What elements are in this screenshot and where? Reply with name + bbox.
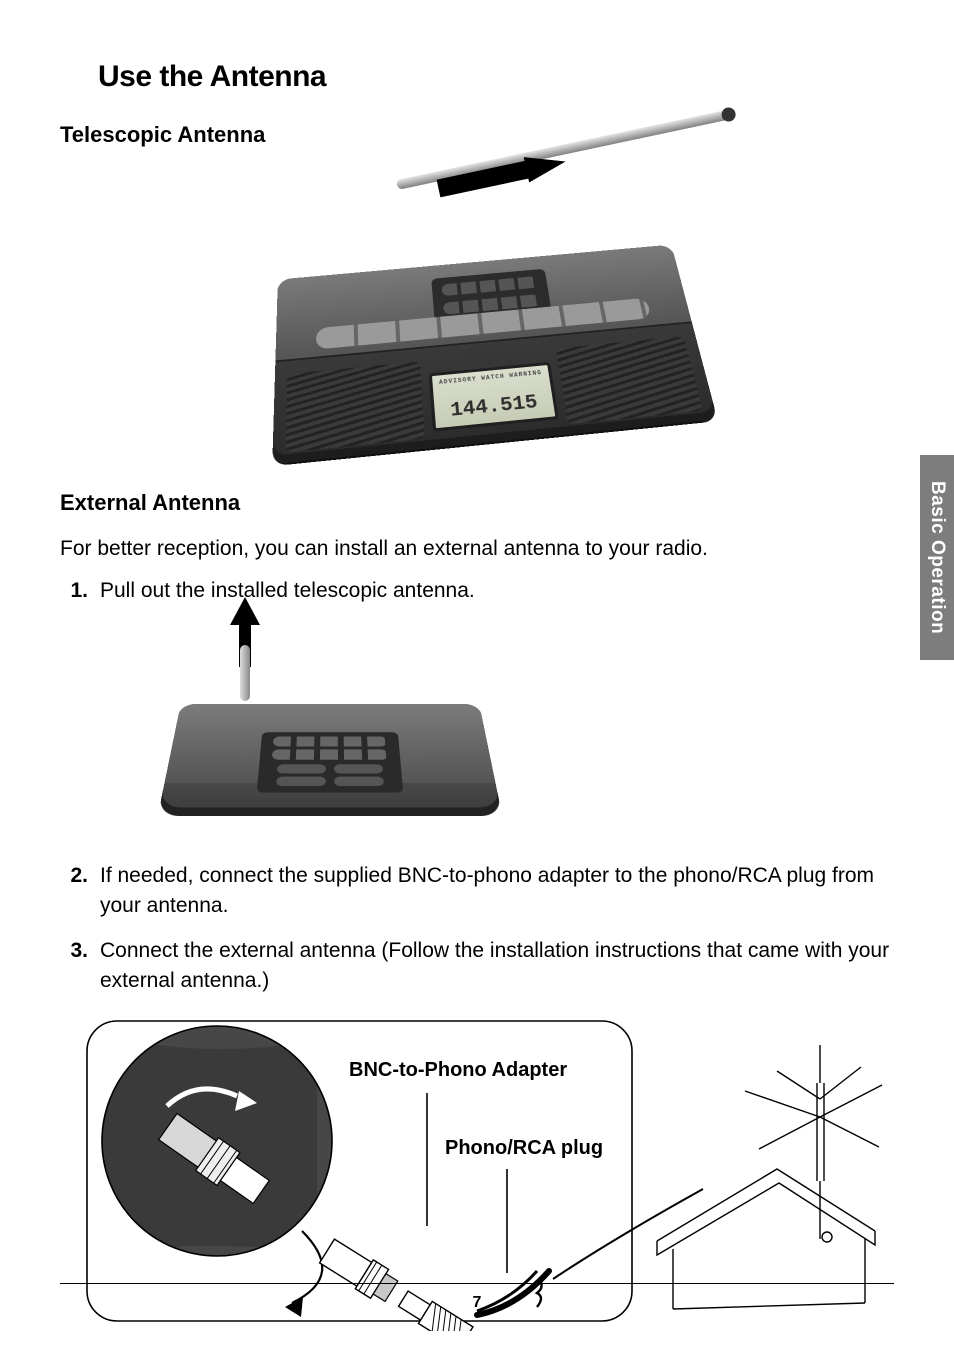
section-external: External Antenna For better reception, y…: [60, 490, 894, 1331]
step-text: Pull out the installed telescopic antenn…: [100, 576, 894, 606]
step-number: 1.: [60, 576, 100, 606]
keypad-panel-icon: [257, 732, 404, 792]
lcd-value: 144.515: [449, 392, 539, 423]
label-bnc-adapter: BNC-to-Phono Adapter: [349, 1059, 567, 1082]
section-tab: Basic Operation: [920, 455, 954, 660]
figure-pullout: [60, 621, 894, 841]
page-footer: 7: [60, 1283, 894, 1312]
steps-list: 1. Pull out the installed telescopic ant…: [60, 576, 894, 606]
lcd-top-labels: ADVISORY WATCH WARNING: [432, 369, 549, 387]
steps-list-cont: 2. If needed, connect the supplied BNC-t…: [60, 861, 894, 997]
step-number: 2.: [60, 861, 100, 891]
step-1: 1. Pull out the installed telescopic ant…: [60, 576, 894, 606]
radio-body: ADVISORY WATCH WARNING 144.515: [272, 245, 717, 465]
label-phono-plug: Phono/RCA plug: [445, 1137, 603, 1160]
heading-telescopic: Telescopic Antenna: [60, 122, 894, 148]
antenna-stub-icon: [240, 645, 250, 701]
speaker-grille-right-icon: [556, 336, 703, 424]
page: Basic Operation Use the Antenna Telescop…: [0, 0, 954, 1354]
step-text: If needed, connect the supplied BNC-to-p…: [100, 861, 894, 922]
radio-illustration-2: [170, 621, 500, 841]
step-3: 3. Connect the external antenna (Follow …: [60, 936, 894, 997]
step-2: 2. If needed, connect the supplied BNC-t…: [60, 861, 894, 922]
section-telescopic: Telescopic Antenna ADVISORY WATCH WARNIN…: [60, 122, 894, 456]
page-title: Use the Antenna: [98, 60, 894, 94]
figure-telescopic: ADVISORY WATCH WARNING 144.515: [60, 166, 894, 456]
heading-external: External Antenna: [60, 490, 894, 516]
speaker-grille-left-icon: [286, 361, 425, 452]
external-intro-text: For better reception, you can install an…: [60, 534, 894, 564]
section-tab-label: Basic Operation: [926, 481, 948, 634]
lcd-display: ADVISORY WATCH WARNING 144.515: [429, 362, 559, 432]
radio-illustration-1: ADVISORY WATCH WARNING 144.515: [227, 166, 727, 456]
radio-top-view: [158, 704, 503, 816]
page-number: 7: [473, 1294, 482, 1311]
step-text: Connect the external antenna (Follow the…: [100, 936, 894, 997]
step-number: 3.: [60, 936, 100, 966]
